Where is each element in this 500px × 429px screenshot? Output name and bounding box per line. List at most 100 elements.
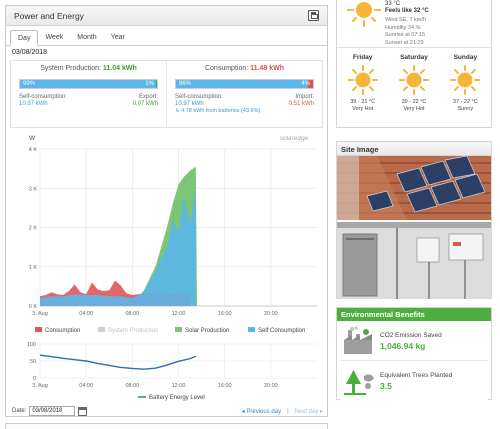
legend-label: Battery Energy Level bbox=[149, 395, 205, 401]
co2-value: 1,046.94 kg bbox=[380, 341, 426, 351]
consumption-bar: 96% 4% bbox=[175, 79, 314, 89]
tree-icon bbox=[344, 370, 374, 395]
production-label: System Production: bbox=[40, 65, 101, 72]
battery-note-text: 4.78 kWh from batteries (43.6%) bbox=[181, 108, 261, 114]
series-battery-level bbox=[39, 354, 197, 370]
export-label: Export: bbox=[138, 94, 158, 100]
x-tick-label: 20:00 bbox=[264, 383, 278, 389]
import-value: 0.51 kWh bbox=[288, 101, 314, 107]
forecast-day-temp: 39 - 22 °C bbox=[401, 99, 427, 105]
series-self-consumption bbox=[40, 188, 196, 306]
panel-header: Power and Energy bbox=[6, 6, 327, 26]
today-feels-like: Feels like 32 °C bbox=[385, 8, 429, 14]
sun-icon bbox=[347, 65, 378, 95]
forecast-day-desc: Very Hot bbox=[352, 106, 374, 112]
consumption-bar-import bbox=[307, 80, 313, 88]
trees-label: Equivalent Trees Planted bbox=[380, 372, 453, 379]
y-tick-label: 1 K bbox=[29, 265, 38, 271]
brand-logo: solaredge bbox=[280, 135, 309, 142]
consumption-title: Consumption: 11.48 kWh bbox=[175, 65, 314, 72]
tab-month[interactable]: Month bbox=[77, 34, 97, 41]
previous-day-link[interactable]: ◂ Previous day bbox=[241, 408, 282, 415]
legend-label: Solar Production bbox=[185, 328, 229, 334]
site-photo[interactable] bbox=[337, 155, 491, 299]
import-label: Import: bbox=[295, 94, 314, 100]
forecast-day-desc: Very Hot bbox=[403, 106, 425, 112]
x-tick-label: 16:00 bbox=[218, 311, 232, 317]
date-label: Date: bbox=[12, 408, 27, 414]
battery-chart: 0 50 100 3. Aug 04:00 08:00 12:00 16:00 20:00 Bat… bbox=[10, 338, 323, 404]
legend-swatch bbox=[98, 327, 105, 332]
y-axis-label: W bbox=[29, 135, 36, 142]
today-sunrise: Sunrise at 07:15 bbox=[385, 32, 426, 38]
consumption-self-value: 10.97 kWh bbox=[175, 101, 204, 107]
forecast-day: Sunday 37 - 22 °C Sunny bbox=[440, 48, 491, 112]
tab-week[interactable]: Week bbox=[45, 34, 64, 41]
next-day-link[interactable]: Next day ▸ bbox=[294, 408, 323, 415]
today-sunset: Sunset at 21:29 bbox=[385, 39, 424, 46]
trees-item: Equivalent Trees Planted 3.5 bbox=[340, 363, 488, 401]
legend-label: System Production bbox=[108, 328, 158, 334]
legend-label: Consumption bbox=[45, 328, 80, 334]
consumption-value: 11.48 kWh bbox=[250, 65, 284, 72]
battery-chart-svg: 0 50 100 3. Aug 04:00 08:00 12:00 16:00 20:00 Bat… bbox=[27, 342, 317, 401]
legend-swatch bbox=[175, 327, 182, 332]
trees-value: 3.5 bbox=[380, 381, 392, 391]
sun-icon bbox=[398, 65, 429, 95]
production-self-label: Self-consumption: bbox=[19, 94, 68, 100]
panel-title: Power and Energy bbox=[14, 10, 84, 21]
forecast-day-name: Sunday bbox=[453, 54, 478, 61]
environmental-benefits-title: Environmental Benefits bbox=[337, 308, 491, 321]
date-input[interactable]: 03/08/2018 bbox=[29, 406, 76, 416]
next-panel-edge bbox=[5, 423, 328, 429]
forecast-day: Friday 39 - 21 °C Very Hot bbox=[337, 48, 388, 112]
x-tick-label: 3. Aug bbox=[32, 311, 48, 317]
consumption-import-pct: 4% bbox=[301, 81, 310, 87]
y-tick-label: 2 K bbox=[29, 226, 38, 232]
site-image-title: Site Image bbox=[337, 142, 491, 156]
calendar-icon[interactable] bbox=[78, 406, 88, 416]
co2-item: CO2 Emission Saved 1,046.94 kg bbox=[340, 323, 488, 361]
x-tick-label: 08:00 bbox=[125, 311, 139, 317]
save-icon[interactable] bbox=[308, 10, 319, 21]
period-tabs: Day Week Month Year bbox=[6, 30, 327, 46]
production-self-pct: 99% bbox=[23, 81, 36, 87]
legend-label: Self Consumption bbox=[258, 328, 305, 334]
tab-year[interactable]: Year bbox=[110, 34, 125, 41]
production-value: 11.04 kWh bbox=[102, 65, 137, 72]
production-self-value: 10.97 kWh bbox=[19, 101, 48, 107]
x-tick-label: 3. Aug bbox=[32, 383, 48, 389]
consumption-summary: Consumption: 11.48 kWh 96% 4% Self-consu… bbox=[166, 61, 322, 127]
battery-note: ↳ 4.78 kWh from batteries (43.6%) bbox=[175, 108, 261, 114]
factory-icon bbox=[344, 326, 372, 354]
production-export-pct: 1% bbox=[145, 81, 154, 87]
forecast-day-temp: 37 - 22 °C bbox=[452, 99, 478, 105]
x-tick-label: 12:00 bbox=[172, 383, 186, 389]
forecast-day-desc: Sunny bbox=[457, 106, 474, 112]
chart-footer: Date: 03/08/2018 ◂ Previous day | Next d… bbox=[12, 404, 323, 418]
forecast-day-temp: 39 - 21 °C bbox=[350, 99, 376, 105]
consumption-bar-self bbox=[176, 80, 308, 88]
production-summary: System Production: 11.04 kWh 99% 1% Self… bbox=[11, 61, 166, 127]
x-tick-label: 04:00 bbox=[79, 311, 93, 317]
today-details: Wind SE, 7 km/h Humidity 34 % Sunrise at… bbox=[385, 17, 426, 47]
y-tick-label: 4 K bbox=[29, 147, 38, 153]
tab-day[interactable]: Day bbox=[10, 30, 39, 46]
y-tick-label: 3 K bbox=[29, 186, 38, 192]
weather-widget: 33 °C Feels like 32 °C Wind SE, 7 km/h H… bbox=[336, 0, 492, 128]
x-tick-label: 16:00 bbox=[218, 383, 232, 389]
today-wind: Wind SE, 7 km/h bbox=[385, 17, 426, 23]
consumption-self-pct: 96% bbox=[179, 81, 192, 87]
nav-separator: | bbox=[287, 407, 289, 414]
export-value: 0.07 kWh bbox=[132, 101, 158, 107]
today-humidity: Humidity 34 % bbox=[385, 24, 421, 31]
y-tick-label: 50 bbox=[30, 359, 36, 365]
consumption-label: Consumption: bbox=[204, 65, 249, 72]
legend-swatch bbox=[35, 327, 42, 332]
forecast-day: Saturday 39 - 22 °C Very Hot bbox=[388, 48, 439, 112]
sun-icon bbox=[347, 2, 381, 27]
site-image-widget: Site Image bbox=[336, 141, 492, 299]
x-tick-label: 12:00 bbox=[172, 311, 186, 317]
environmental-benefits-widget: Environmental Benefits CO2 Emission Save… bbox=[336, 307, 492, 401]
